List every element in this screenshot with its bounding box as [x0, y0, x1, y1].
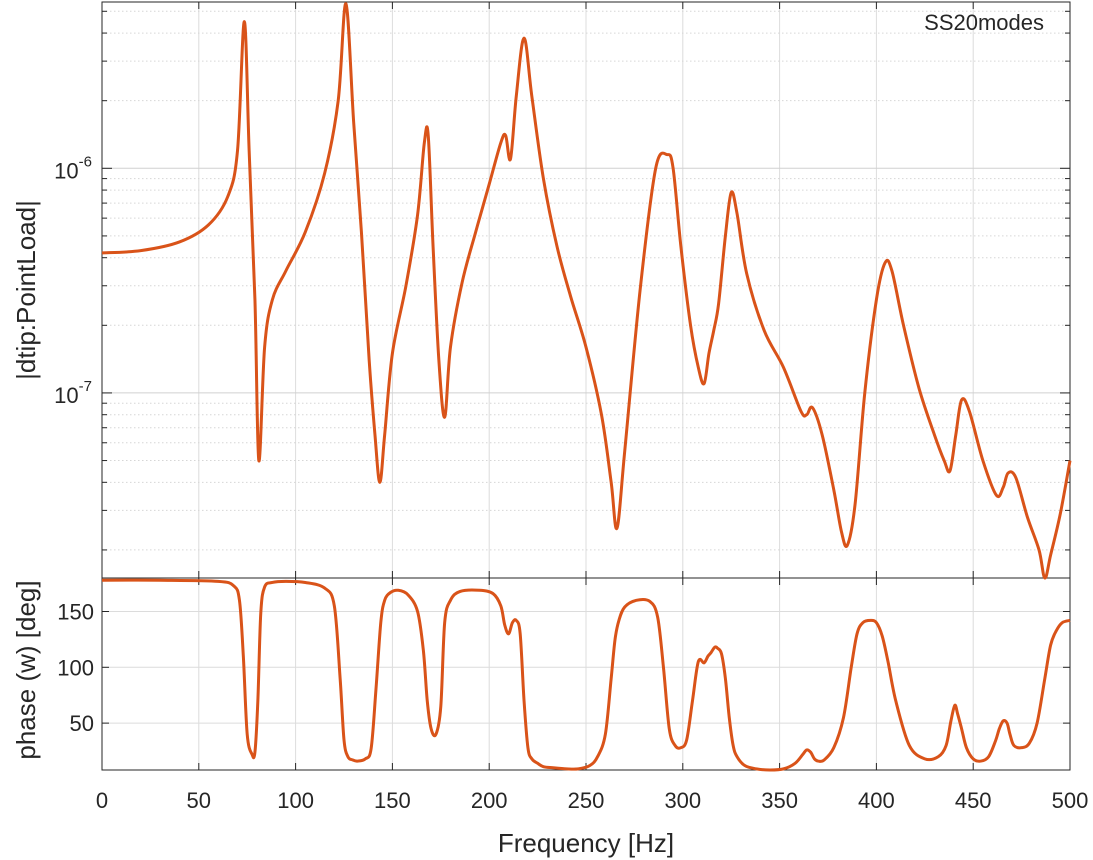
magnitude-grid — [101, 2, 1071, 578]
phase-y-axis-label: phase (w) [deg] — [11, 580, 41, 759]
phase-series-line — [101, 578, 1071, 772]
frequency-x-tick-labels: 0 50 100 150 200 250 300 350 400 450 500 — [96, 788, 1088, 813]
x-tick-label: 450 — [955, 788, 992, 813]
x-tick-label: 300 — [664, 788, 701, 813]
y-tick-label: 150 — [57, 599, 94, 624]
magnitude-y-tick-labels: 10-6 10-7 — [54, 153, 92, 408]
legend-label: SS20modes — [924, 10, 1044, 35]
x-tick-label: 200 — [471, 788, 508, 813]
y-tick-label: 10-6 — [54, 153, 92, 183]
x-tick-label: 100 — [277, 788, 314, 813]
x-tick-label: 0 — [96, 788, 108, 813]
x-tick-label: 400 — [858, 788, 895, 813]
x-tick-label: 250 — [568, 788, 605, 813]
frequency-x-axis-label: Frequency [Hz] — [498, 828, 674, 858]
x-tick-label: 350 — [761, 788, 798, 813]
magnitude-y-axis-label: |dtip:PointLoad| — [11, 200, 41, 380]
x-tick-label: 150 — [374, 788, 411, 813]
phase-grid — [101, 578, 1071, 770]
y-tick-label: 10-7 — [54, 378, 92, 408]
x-tick-label: 50 — [187, 788, 211, 813]
x-tick-label: 500 — [1052, 788, 1089, 813]
y-tick-label: 50 — [70, 711, 94, 736]
y-tick-label: 100 — [57, 655, 94, 680]
phase-y-tick-labels: 50 100 150 — [57, 599, 94, 736]
magnitude-series-line — [101, 2, 1072, 580]
magnitude-tick-marks — [101, 2, 1071, 578]
